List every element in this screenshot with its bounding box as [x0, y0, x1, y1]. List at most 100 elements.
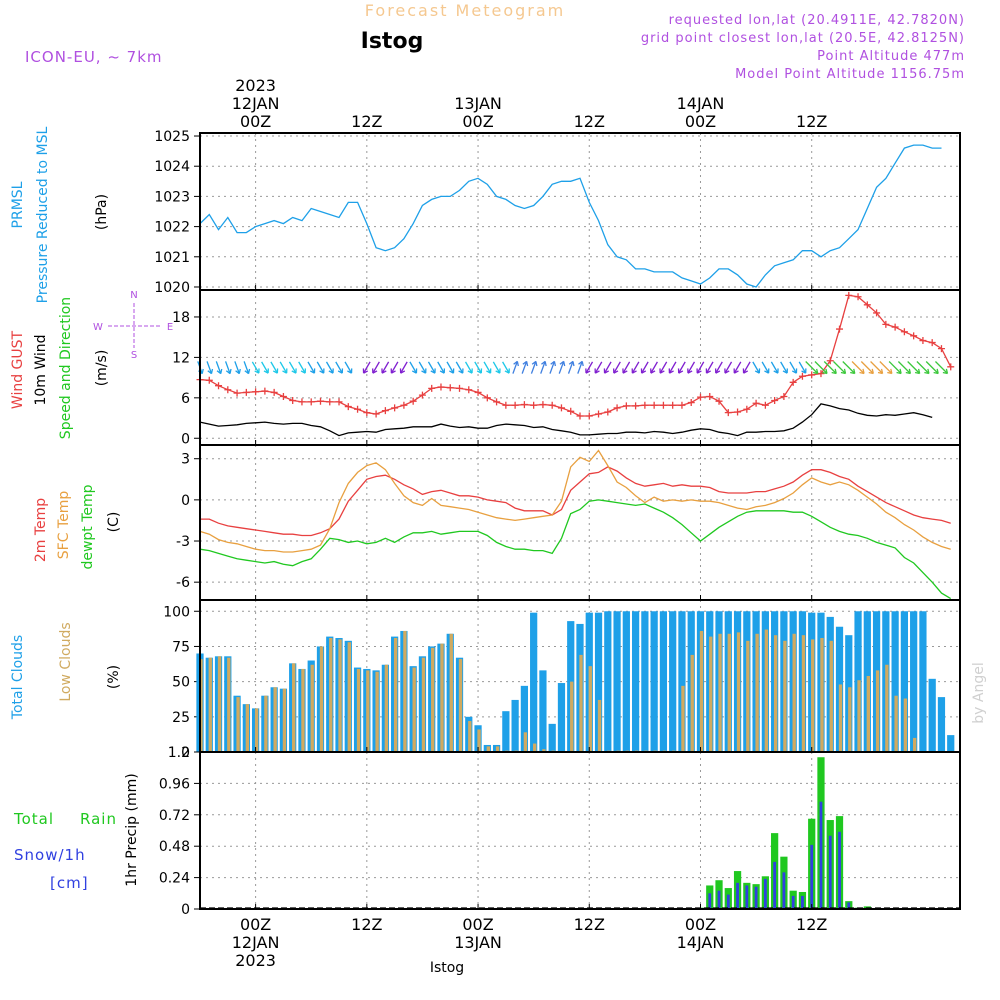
- wind-arrow: [446, 361, 455, 374]
- gust-marker: [344, 403, 352, 411]
- y-tick-label: 12: [172, 350, 190, 366]
- gust-marker: [696, 393, 704, 401]
- time-label-bottom: 00Z: [240, 915, 271, 934]
- gust-marker: [502, 401, 510, 409]
- y-tick-label: 0.48: [159, 839, 190, 855]
- wind-arrow: [344, 361, 353, 374]
- snow-bar: [708, 893, 712, 909]
- gust-marker: [863, 301, 871, 309]
- wind-arrow-head: [309, 368, 316, 374]
- gust-marker: [854, 293, 862, 301]
- wind-arrow-head: [272, 368, 279, 374]
- wind-10m-label: 10m Wind: [33, 334, 49, 405]
- footer-station: Istog: [430, 960, 464, 976]
- wind-arrow-head: [439, 368, 446, 374]
- gust-marker: [316, 397, 324, 405]
- wind-arrow-head: [263, 368, 269, 374]
- wind-arrow-head: [531, 360, 538, 367]
- snow-bar: [838, 831, 841, 909]
- series-line-2m-temp: [200, 466, 951, 537]
- clouds-unit: (%): [106, 665, 122, 689]
- gust-marker: [622, 402, 630, 410]
- wind-arrow-head: [822, 368, 828, 375]
- wind-arrow-head: [578, 360, 584, 367]
- wind-arrow-head: [467, 368, 473, 374]
- wind-arrow: [696, 361, 705, 374]
- gust-marker: [242, 388, 250, 396]
- time-label-top: 00Z: [685, 112, 716, 131]
- wind-arrow: [558, 361, 565, 374]
- time-label-bottom: 12Z: [574, 915, 605, 934]
- wind-arrow-head: [696, 368, 702, 374]
- wind-arrow-head: [390, 368, 396, 374]
- precip-axis-label: 1hr Precip (mm): [124, 773, 140, 886]
- wind-arrow: [400, 361, 408, 374]
- wind-arrow: [437, 361, 445, 374]
- low-cloud-bar: [523, 732, 528, 752]
- wind-arrow-head: [640, 368, 647, 374]
- wind-arrow-head: [933, 368, 939, 375]
- gust-marker: [937, 345, 945, 353]
- series-line-prmsl: [199, 144, 942, 288]
- y-tick-label: 1025: [154, 129, 190, 145]
- gust-marker: [789, 378, 797, 386]
- wind-arrow: [363, 361, 371, 374]
- low-cloud-bar: [542, 749, 546, 752]
- wind-arrow-head: [522, 360, 529, 367]
- gust-marker: [363, 409, 371, 417]
- gust-marker: [465, 386, 473, 394]
- low-cloud-bar: [217, 656, 222, 752]
- rain-label: Rain: [80, 810, 117, 828]
- low-cloud-bar: [903, 698, 908, 752]
- low-cloud-bar: [894, 695, 898, 752]
- wind-arrow-head: [659, 368, 665, 374]
- snow-bar: [828, 835, 832, 909]
- wind-arrow-head: [550, 360, 557, 367]
- wind-arrow: [761, 361, 770, 374]
- gust-marker: [335, 398, 343, 406]
- wind-arrow-head: [568, 360, 575, 367]
- low-cloud-bar: [393, 638, 398, 752]
- wind-arrow-head: [244, 368, 251, 375]
- snow-bar: [819, 801, 823, 909]
- wind-arrow-head: [362, 368, 369, 374]
- y-tick-label: 6: [181, 391, 190, 407]
- wind-arrow-head: [754, 368, 761, 374]
- panel-frame: [199, 132, 961, 291]
- total-cloud-bar: [650, 611, 658, 752]
- wind-arrow-head: [486, 368, 492, 374]
- wind-arrow-head: [319, 368, 325, 374]
- y-tick-label: 100: [163, 604, 190, 620]
- wind-arrow-head: [504, 368, 510, 374]
- wind-arrow-head: [714, 368, 721, 374]
- wind-arrow-head: [254, 368, 260, 374]
- wind-arrow: [409, 361, 417, 374]
- low-cloud-bar: [829, 640, 833, 752]
- time-label-bottom: 00Z: [462, 915, 493, 934]
- low-cloud-bar: [310, 664, 314, 752]
- temp-dewpt-label: dewpt Temp: [80, 484, 96, 569]
- wind-arrow-head: [868, 368, 874, 375]
- gust-marker: [752, 399, 760, 407]
- time-label-bottom: 12Z: [796, 915, 827, 934]
- wind-arrow-head: [235, 368, 241, 375]
- gust-marker: [493, 398, 501, 406]
- wind-arrow: [492, 361, 501, 374]
- snow-bar: [745, 885, 749, 909]
- low-cloud-bar: [857, 680, 861, 752]
- product-title: Forecast Meteogram: [365, 1, 565, 20]
- gust-marker: [354, 405, 362, 413]
- low-cloud-bar: [421, 657, 426, 752]
- low-cloud-bar: [495, 746, 500, 752]
- wind-arrow: [307, 361, 316, 374]
- wind-unit: (m/s): [94, 350, 110, 387]
- wind-arrow: [577, 361, 583, 374]
- gust-marker: [650, 401, 658, 409]
- gust-marker: [826, 357, 834, 365]
- low-cloud-bar: [208, 657, 212, 752]
- low-cloud-bar: [486, 746, 490, 752]
- time-label-top: 00Z: [462, 112, 493, 131]
- low-cloud-bar: [866, 676, 870, 752]
- y-tick-label: 0.72: [159, 808, 190, 824]
- gust-marker: [381, 407, 389, 415]
